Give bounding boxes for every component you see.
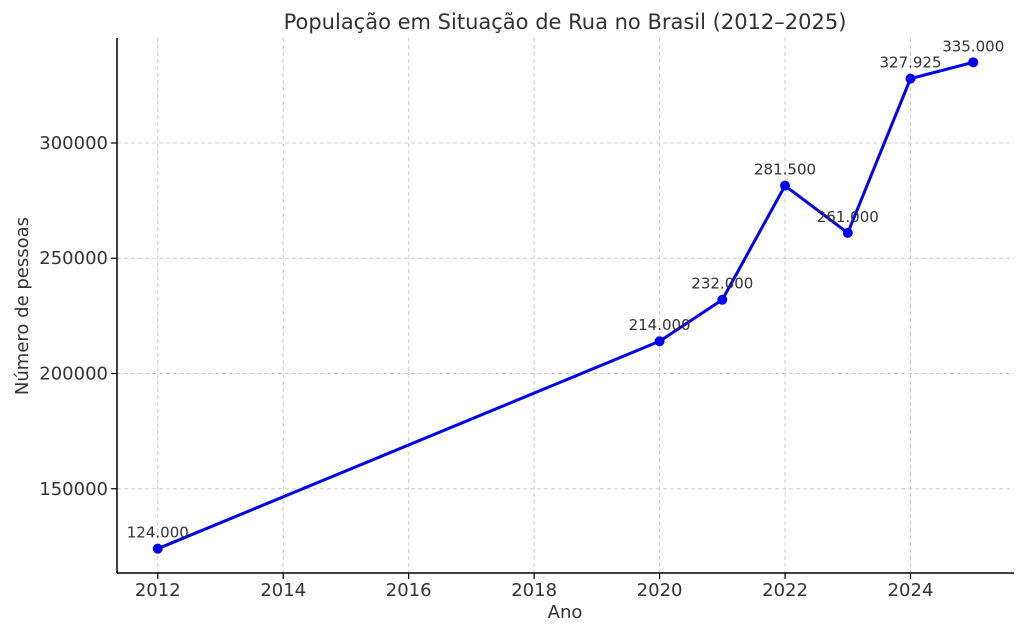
data-point-label: 281.500: [754, 161, 816, 179]
data-point: [654, 336, 665, 347]
data-point-label: 327.925: [879, 54, 941, 72]
data-point-label: 124.000: [127, 524, 189, 542]
data-point: [780, 180, 791, 191]
data-labels: 124.000 214.000 232.000 281.500 261.000 327.9…: [127, 37, 1004, 541]
y-tick-label: 150000: [39, 479, 108, 500]
x-tick-label: 2020: [637, 580, 683, 601]
data-point: [968, 57, 979, 68]
data-point-label: 214.000: [629, 316, 691, 334]
ticks: 2012 2014 2016 2018 2020 2022 2024 150000 200000…: [39, 133, 933, 601]
x-tick-label: 2012: [135, 580, 181, 601]
series-line: [157, 60, 974, 551]
x-tick-label: 2014: [260, 580, 306, 601]
y-axis-label: Número de pessoas: [12, 217, 33, 395]
data-point: [842, 227, 853, 238]
data-point-label: 261.000: [817, 208, 879, 226]
x-tick-label: 2024: [888, 580, 934, 601]
axes: [116, 38, 1014, 574]
data-point: [717, 294, 728, 305]
grid: [117, 38, 1014, 573]
data-point: [152, 543, 163, 554]
x-tick-label: 2016: [386, 580, 432, 601]
y-tick-label: 300000: [39, 133, 108, 154]
data-point-label: 232.000: [691, 275, 753, 293]
x-tick-label: 2018: [511, 580, 557, 601]
x-axis-label: Ano: [548, 602, 583, 623]
y-tick-label: 200000: [39, 363, 108, 384]
chart-title: População em Situação de Rua no Brasil (…: [284, 10, 847, 34]
series: [152, 57, 979, 554]
data-point: [905, 73, 916, 84]
x-tick-label: 2022: [762, 580, 808, 601]
data-point-label: 335.000: [942, 37, 1004, 55]
y-tick-label: 250000: [39, 248, 108, 269]
